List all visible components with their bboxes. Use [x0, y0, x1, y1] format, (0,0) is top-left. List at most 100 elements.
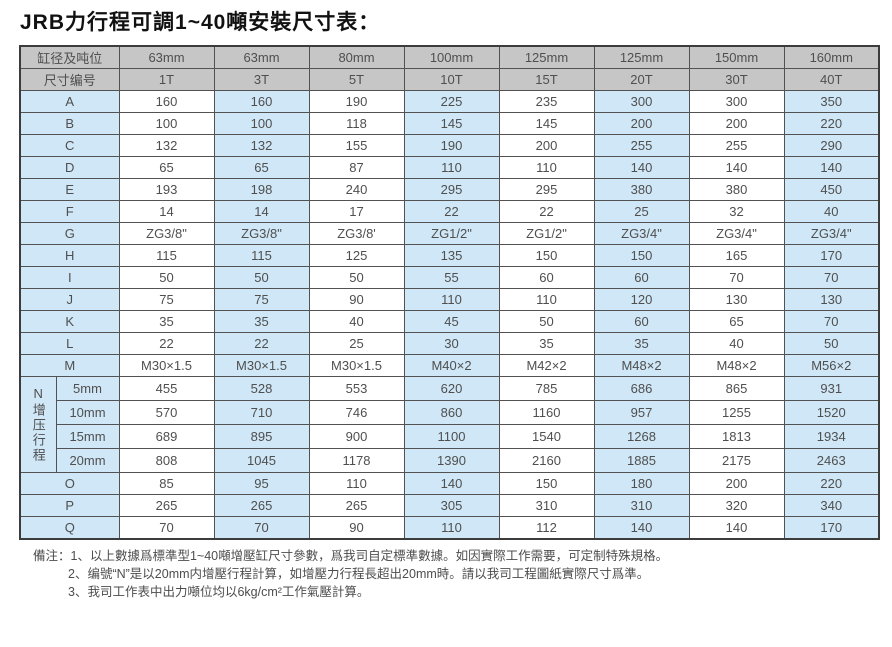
data-cell: 50 — [308, 266, 405, 289]
data-cell: 380 — [688, 178, 785, 201]
row-label: J — [19, 288, 120, 311]
data-cell: 132 — [213, 134, 310, 157]
data-cell: 14 — [118, 200, 215, 223]
data-cell: 895 — [213, 424, 310, 449]
table-row: B 100 100 118 145 145 200 200 220 — [19, 112, 880, 135]
data-cell: 1934 — [783, 424, 880, 449]
data-cell: 35 — [593, 332, 690, 355]
data-cell: 140 — [593, 156, 690, 179]
data-cell: 110 — [308, 472, 405, 495]
data-cell: 553 — [308, 376, 405, 401]
data-cell: 305 — [403, 494, 500, 517]
data-cell: 22 — [118, 332, 215, 355]
data-cell: 140 — [688, 516, 785, 540]
header-cell: 10T — [403, 68, 500, 91]
data-cell: 65 — [118, 156, 215, 179]
data-cell: 40 — [308, 310, 405, 333]
data-cell: 60 — [498, 266, 595, 289]
header-cell: 150mm — [688, 45, 785, 69]
data-cell: 1885 — [593, 448, 690, 473]
data-cell: 295 — [403, 178, 500, 201]
data-cell: 180 — [593, 472, 690, 495]
data-cell: 190 — [403, 134, 500, 157]
data-cell: 70 — [688, 266, 785, 289]
table-row: M M30×1.5 M30×1.5 M30×1.5 M40×2 M42×2 M48×2 M48… — [19, 354, 880, 377]
data-cell: 35 — [118, 310, 215, 333]
data-cell: ZG3/8' — [308, 222, 405, 245]
data-cell: 290 — [783, 134, 880, 157]
data-cell: 170 — [783, 516, 880, 540]
header-cell: 15T — [498, 68, 595, 91]
data-cell: 1520 — [783, 400, 880, 425]
data-cell: 130 — [783, 288, 880, 311]
data-cell: 570 — [118, 400, 215, 425]
data-cell: 140 — [593, 516, 690, 540]
data-cell: 75 — [118, 288, 215, 311]
data-cell: 110 — [498, 156, 595, 179]
table-row: 15mm 689 895 900 1100 1540 1268 1813 1934 — [20, 424, 880, 449]
data-cell: 200 — [498, 134, 595, 157]
row-label: C — [19, 134, 120, 157]
data-cell: 35 — [213, 310, 310, 333]
header-cell: 80mm — [308, 45, 405, 69]
row-label: G — [19, 222, 120, 245]
row-label: Q — [19, 516, 120, 540]
data-cell: 1100 — [403, 424, 500, 449]
header-label-cell: 缸径及吨位 — [19, 45, 120, 69]
data-cell: 900 — [308, 424, 405, 449]
data-cell: 746 — [308, 400, 405, 425]
data-cell: 70 — [783, 310, 880, 333]
note-text: 3、我司工作表中出力噸位均以6kg/cm²工作氣壓計算。 — [68, 585, 370, 599]
data-cell: 310 — [498, 494, 595, 517]
table-row: F 14 14 17 22 22 25 32 40 — [19, 200, 880, 223]
data-cell: 130 — [688, 288, 785, 311]
data-cell: 160 — [118, 90, 215, 113]
data-cell: 150 — [498, 472, 595, 495]
data-cell: 50 — [783, 332, 880, 355]
table-row: Q 70 70 90 110 112 140 140 170 — [19, 516, 880, 540]
page-title: JRB力行程可調1~40噸安裝尺寸表： — [20, 11, 381, 34]
data-cell: 193 — [118, 178, 215, 201]
data-cell: 140 — [403, 472, 500, 495]
data-cell: 931 — [783, 376, 880, 401]
data-cell: 255 — [593, 134, 690, 157]
data-cell: 380 — [593, 178, 690, 201]
data-cell: 100 — [213, 112, 310, 135]
data-cell: 860 — [403, 400, 500, 425]
row-label: M — [19, 354, 120, 377]
data-cell: 75 — [213, 288, 310, 311]
data-cell: 155 — [308, 134, 405, 157]
data-cell: 689 — [118, 424, 215, 449]
data-cell: 320 — [688, 494, 785, 517]
row-label: O — [19, 472, 120, 495]
row-label: E — [19, 178, 120, 201]
table-row: L 22 22 25 30 35 35 40 50 — [19, 332, 880, 355]
data-cell: 350 — [783, 90, 880, 113]
data-cell: 90 — [308, 288, 405, 311]
data-cell: 70 — [118, 516, 215, 540]
data-cell: 70 — [213, 516, 310, 540]
data-cell: M48×2 — [593, 354, 690, 377]
data-cell: 50 — [213, 266, 310, 289]
data-cell: 310 — [593, 494, 690, 517]
note-line-3: 3、我司工作表中出力噸位均以6kg/cm²工作氣壓計算。 — [33, 583, 892, 601]
data-cell: 55 — [403, 266, 500, 289]
data-cell: 132 — [118, 134, 215, 157]
data-cell: M40×2 — [403, 354, 500, 377]
data-cell: 455 — [118, 376, 215, 401]
data-cell: 255 — [688, 134, 785, 157]
dimension-table: 缸径及吨位 63mm 63mm 80mm 100mm 125mm 125mm 150mm 160… — [19, 45, 880, 540]
data-cell: 1540 — [498, 424, 595, 449]
data-cell: 2463 — [783, 448, 880, 473]
data-cell: 240 — [308, 178, 405, 201]
table-row: C 132 132 155 190 200 255 255 290 — [19, 134, 880, 157]
header-cell: 1T — [118, 68, 215, 91]
data-cell: 65 — [213, 156, 310, 179]
data-cell: 265 — [213, 494, 310, 517]
data-cell: 85 — [118, 472, 215, 495]
data-cell: M30×1.5 — [308, 354, 405, 377]
data-cell: 200 — [688, 112, 785, 135]
data-cell: 160 — [213, 90, 310, 113]
data-cell: 1160 — [498, 400, 595, 425]
